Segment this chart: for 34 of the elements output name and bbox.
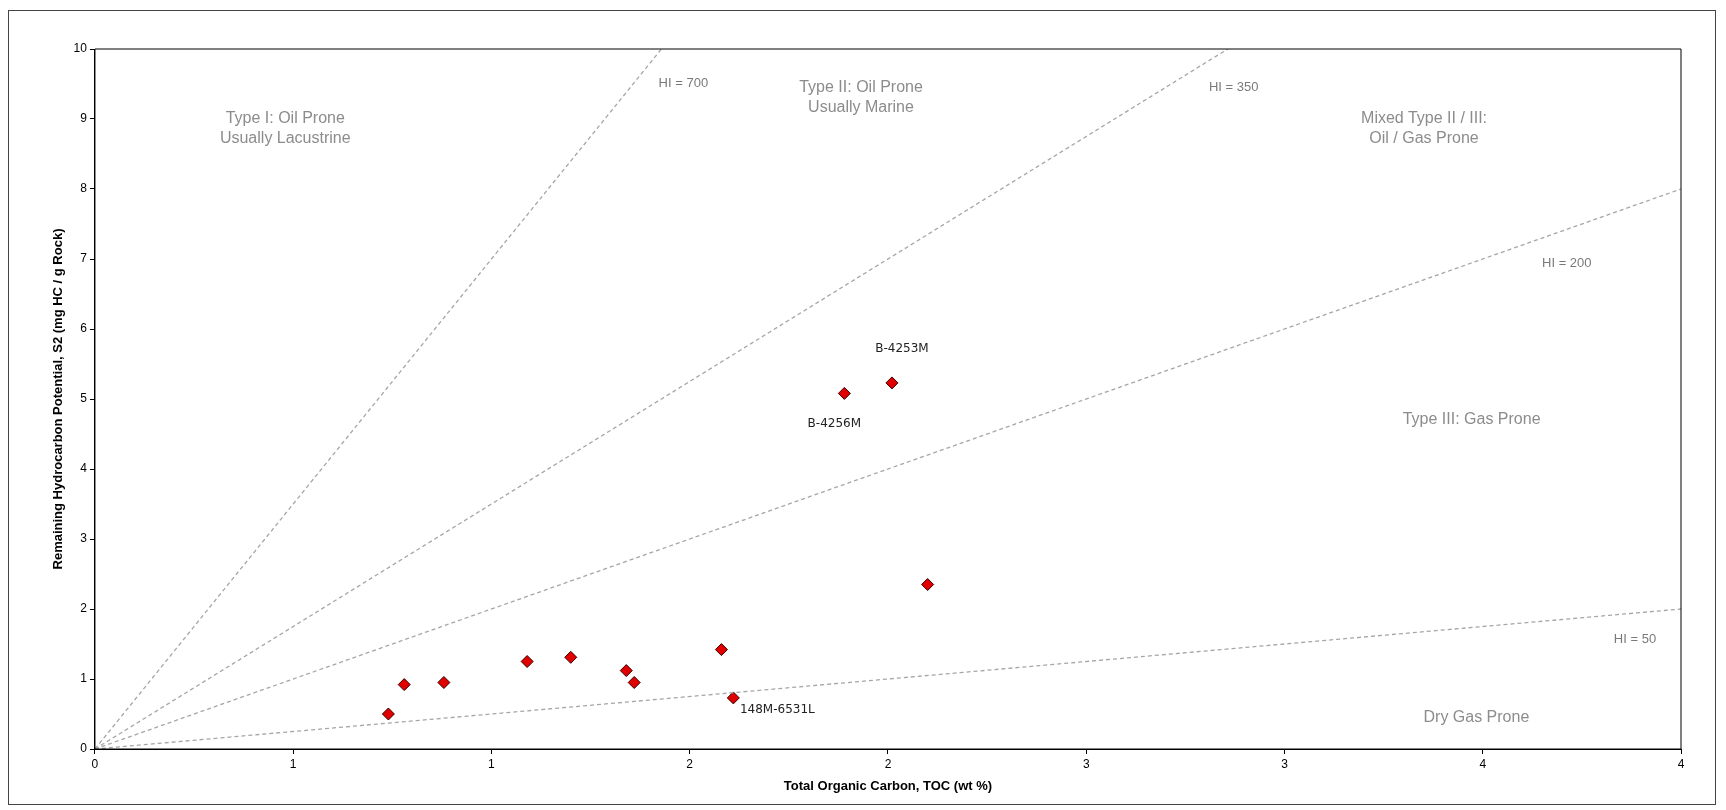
annotation: B-4256M — [807, 415, 862, 430]
y-tick-label: 7 — [80, 251, 88, 266]
x-tick-label: 2 — [686, 756, 694, 771]
x-tick-label: 1 — [289, 756, 297, 771]
x-tick-label: 3 — [1082, 756, 1090, 771]
y-tick-label: 3 — [80, 531, 88, 546]
annotation: Type II: Oil Prone Usually Marine — [799, 77, 923, 115]
y-tick-label: 5 — [80, 391, 88, 406]
y-tick-label: 4 — [80, 461, 88, 476]
y-tick-label: 9 — [80, 111, 88, 126]
y-tick-label: 8 — [80, 181, 88, 196]
x-tick-label: 4 — [1479, 756, 1487, 771]
annotation: Dry Gas Prone — [1423, 707, 1530, 725]
annotation: Type III: Gas Prone — [1402, 410, 1541, 428]
y-tick-label: 1 — [80, 671, 88, 686]
annotation: Mixed Type II / III: Oil / Gas Prone — [1361, 109, 1488, 147]
y-tick-label: 0 — [80, 741, 88, 756]
x-tick-label: 3 — [1281, 756, 1289, 771]
annotation: HI = 50 — [1613, 630, 1657, 646]
annotation: Type I: Oil Prone Usually Lacustrine — [219, 109, 351, 147]
y-tick-label: 10 — [73, 41, 88, 56]
x-axis-title: Total Organic Carbon, TOC (wt %) — [783, 777, 993, 793]
y-axis-title: Remaining Hydrocarbon Potential, S2 (mg HC / g Rock) — [50, 228, 66, 570]
annotation: 148M-6531L — [739, 702, 816, 717]
annotation: B-4253M — [875, 341, 929, 356]
x-tick-label: 1 — [488, 756, 496, 771]
x-tick-label: 2 — [884, 756, 892, 771]
annotation: HI = 200 — [1542, 255, 1592, 271]
annotation: HI = 350 — [1208, 79, 1259, 95]
x-tick-label: 0 — [91, 756, 99, 771]
x-tick-label: 4 — [1677, 756, 1685, 771]
y-tick-label: 2 — [80, 601, 88, 616]
annotation: HI = 700 — [658, 74, 709, 90]
y-tick-label: 6 — [80, 321, 88, 336]
